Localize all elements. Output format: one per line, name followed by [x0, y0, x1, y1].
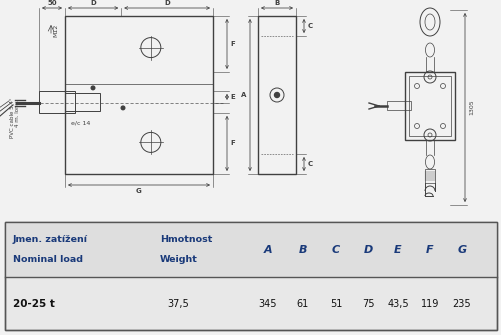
Circle shape	[121, 106, 125, 110]
Bar	[404, 72, 454, 140]
Circle shape	[91, 86, 95, 90]
Text: 4 m. long.: 4 m. long.	[16, 99, 21, 127]
Text: A: A	[240, 92, 245, 98]
Text: C: C	[331, 245, 339, 255]
Text: PVC cable 5,4°: PVC cable 5,4°	[10, 97, 15, 138]
Bar	[65, 93, 100, 111]
Text: M12: M12	[53, 23, 58, 37]
Text: D: D	[164, 0, 170, 6]
Text: 51: 51	[329, 299, 342, 309]
Bar	[386, 101, 410, 110]
Text: B: B	[274, 0, 279, 6]
Bar	[408, 76, 450, 136]
Text: E: E	[229, 94, 234, 100]
Text: e/c 14: e/c 14	[71, 120, 90, 125]
Text: G: G	[456, 245, 465, 255]
Text: E: E	[393, 245, 401, 255]
Bar	[65, 16, 212, 84]
Bar	[5, 222, 496, 330]
Text: 235: 235	[452, 299, 470, 309]
Text: 61: 61	[296, 299, 309, 309]
Bar	[65, 16, 212, 174]
Bar	[258, 16, 296, 174]
Bar	[5, 222, 496, 330]
Bar	[424, 169, 434, 183]
Text: D: D	[363, 245, 372, 255]
Text: Hmotnost: Hmotnost	[160, 236, 212, 245]
Text: B: B	[298, 245, 307, 255]
Text: 75: 75	[361, 299, 374, 309]
Text: 345: 345	[258, 299, 277, 309]
Text: Jmen. zatížení: Jmen. zatížení	[13, 236, 88, 245]
Text: Nominal load: Nominal load	[13, 256, 83, 265]
Bar	[5, 222, 496, 277]
Bar	[39, 91, 75, 113]
Text: 50: 50	[47, 0, 57, 6]
Text: F: F	[229, 41, 234, 47]
Text: Weight: Weight	[160, 256, 197, 265]
Text: 43,5: 43,5	[386, 299, 408, 309]
Text: C: C	[308, 23, 313, 29]
Text: G: G	[136, 188, 142, 194]
Text: D: D	[90, 0, 96, 6]
Text: F: F	[425, 245, 433, 255]
Text: C: C	[308, 161, 313, 167]
Text: 1305: 1305	[468, 99, 473, 115]
Text: F: F	[229, 140, 234, 146]
Circle shape	[274, 92, 279, 97]
Text: 37,5: 37,5	[167, 299, 188, 309]
Text: 20-25 t: 20-25 t	[13, 299, 55, 309]
Text: A: A	[263, 245, 272, 255]
Text: 119: 119	[420, 299, 438, 309]
